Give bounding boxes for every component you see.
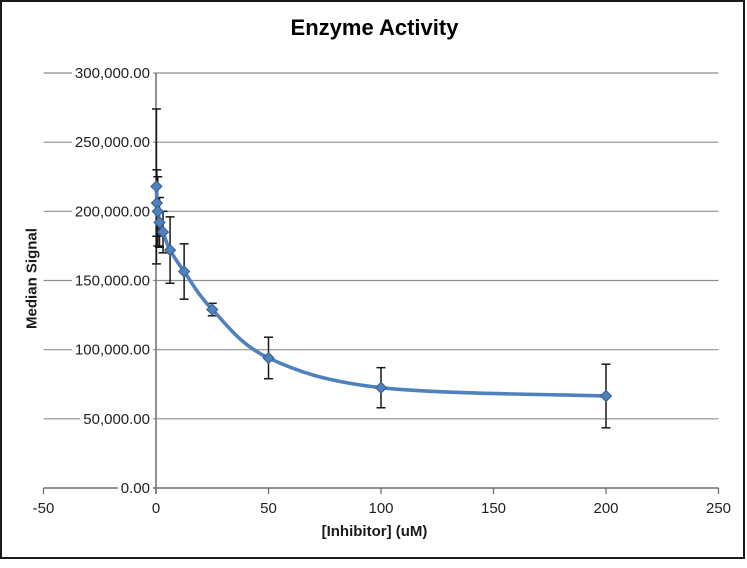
y-tick-label: 300,000.00: [75, 65, 150, 82]
chart-title: Enzyme Activity: [290, 15, 459, 40]
data-point-marker: [163, 243, 177, 257]
data-point-marker: [177, 265, 191, 278]
y-tick-label: 150,000.00: [75, 273, 150, 290]
data-point-marker: [153, 216, 166, 229]
data-point-marker: [150, 180, 163, 193]
data-point-marker: [262, 351, 275, 365]
y-tick-label: 200,000.00: [75, 203, 150, 220]
y-tick-label: 250,000.00: [75, 134, 150, 151]
x-tick-label: 100: [368, 500, 393, 517]
series-line: [154, 184, 608, 398]
y-tick-label-backing: [71, 64, 153, 83]
y-tick-label-backing: [71, 202, 153, 222]
y-tick-label-backing: [117, 479, 153, 498]
data-point-marker: [206, 303, 219, 316]
x-tick-label: 150: [481, 500, 506, 517]
y-tick-label: 0.00: [121, 480, 150, 497]
y-tick-label-backing: [71, 271, 153, 291]
y-tick-label-backing: [71, 340, 153, 360]
y-tick-label: 50,000.00: [83, 411, 150, 428]
y-tick-label-backing: [71, 133, 153, 153]
x-tick-label: -50: [33, 500, 55, 517]
y-tick-label: 100,000.00: [75, 342, 150, 359]
data-point-marker: [374, 381, 388, 394]
data-point-marker: [151, 205, 164, 218]
x-axis-title: [Inhibitor] (uM): [321, 523, 428, 540]
y-tick-label-backing: [80, 409, 153, 429]
x-tick-label: 200: [593, 500, 618, 517]
data-point-marker: [599, 389, 613, 403]
x-tick-label: 0: [152, 500, 160, 517]
x-tick-label: 50: [260, 500, 277, 517]
data-point-marker: [156, 225, 170, 239]
chart-plot-area: 0.00 50,000.00 100,000.00 150,000.00 200,000…: [33, 64, 731, 517]
x-tick-label: 250: [706, 500, 731, 517]
